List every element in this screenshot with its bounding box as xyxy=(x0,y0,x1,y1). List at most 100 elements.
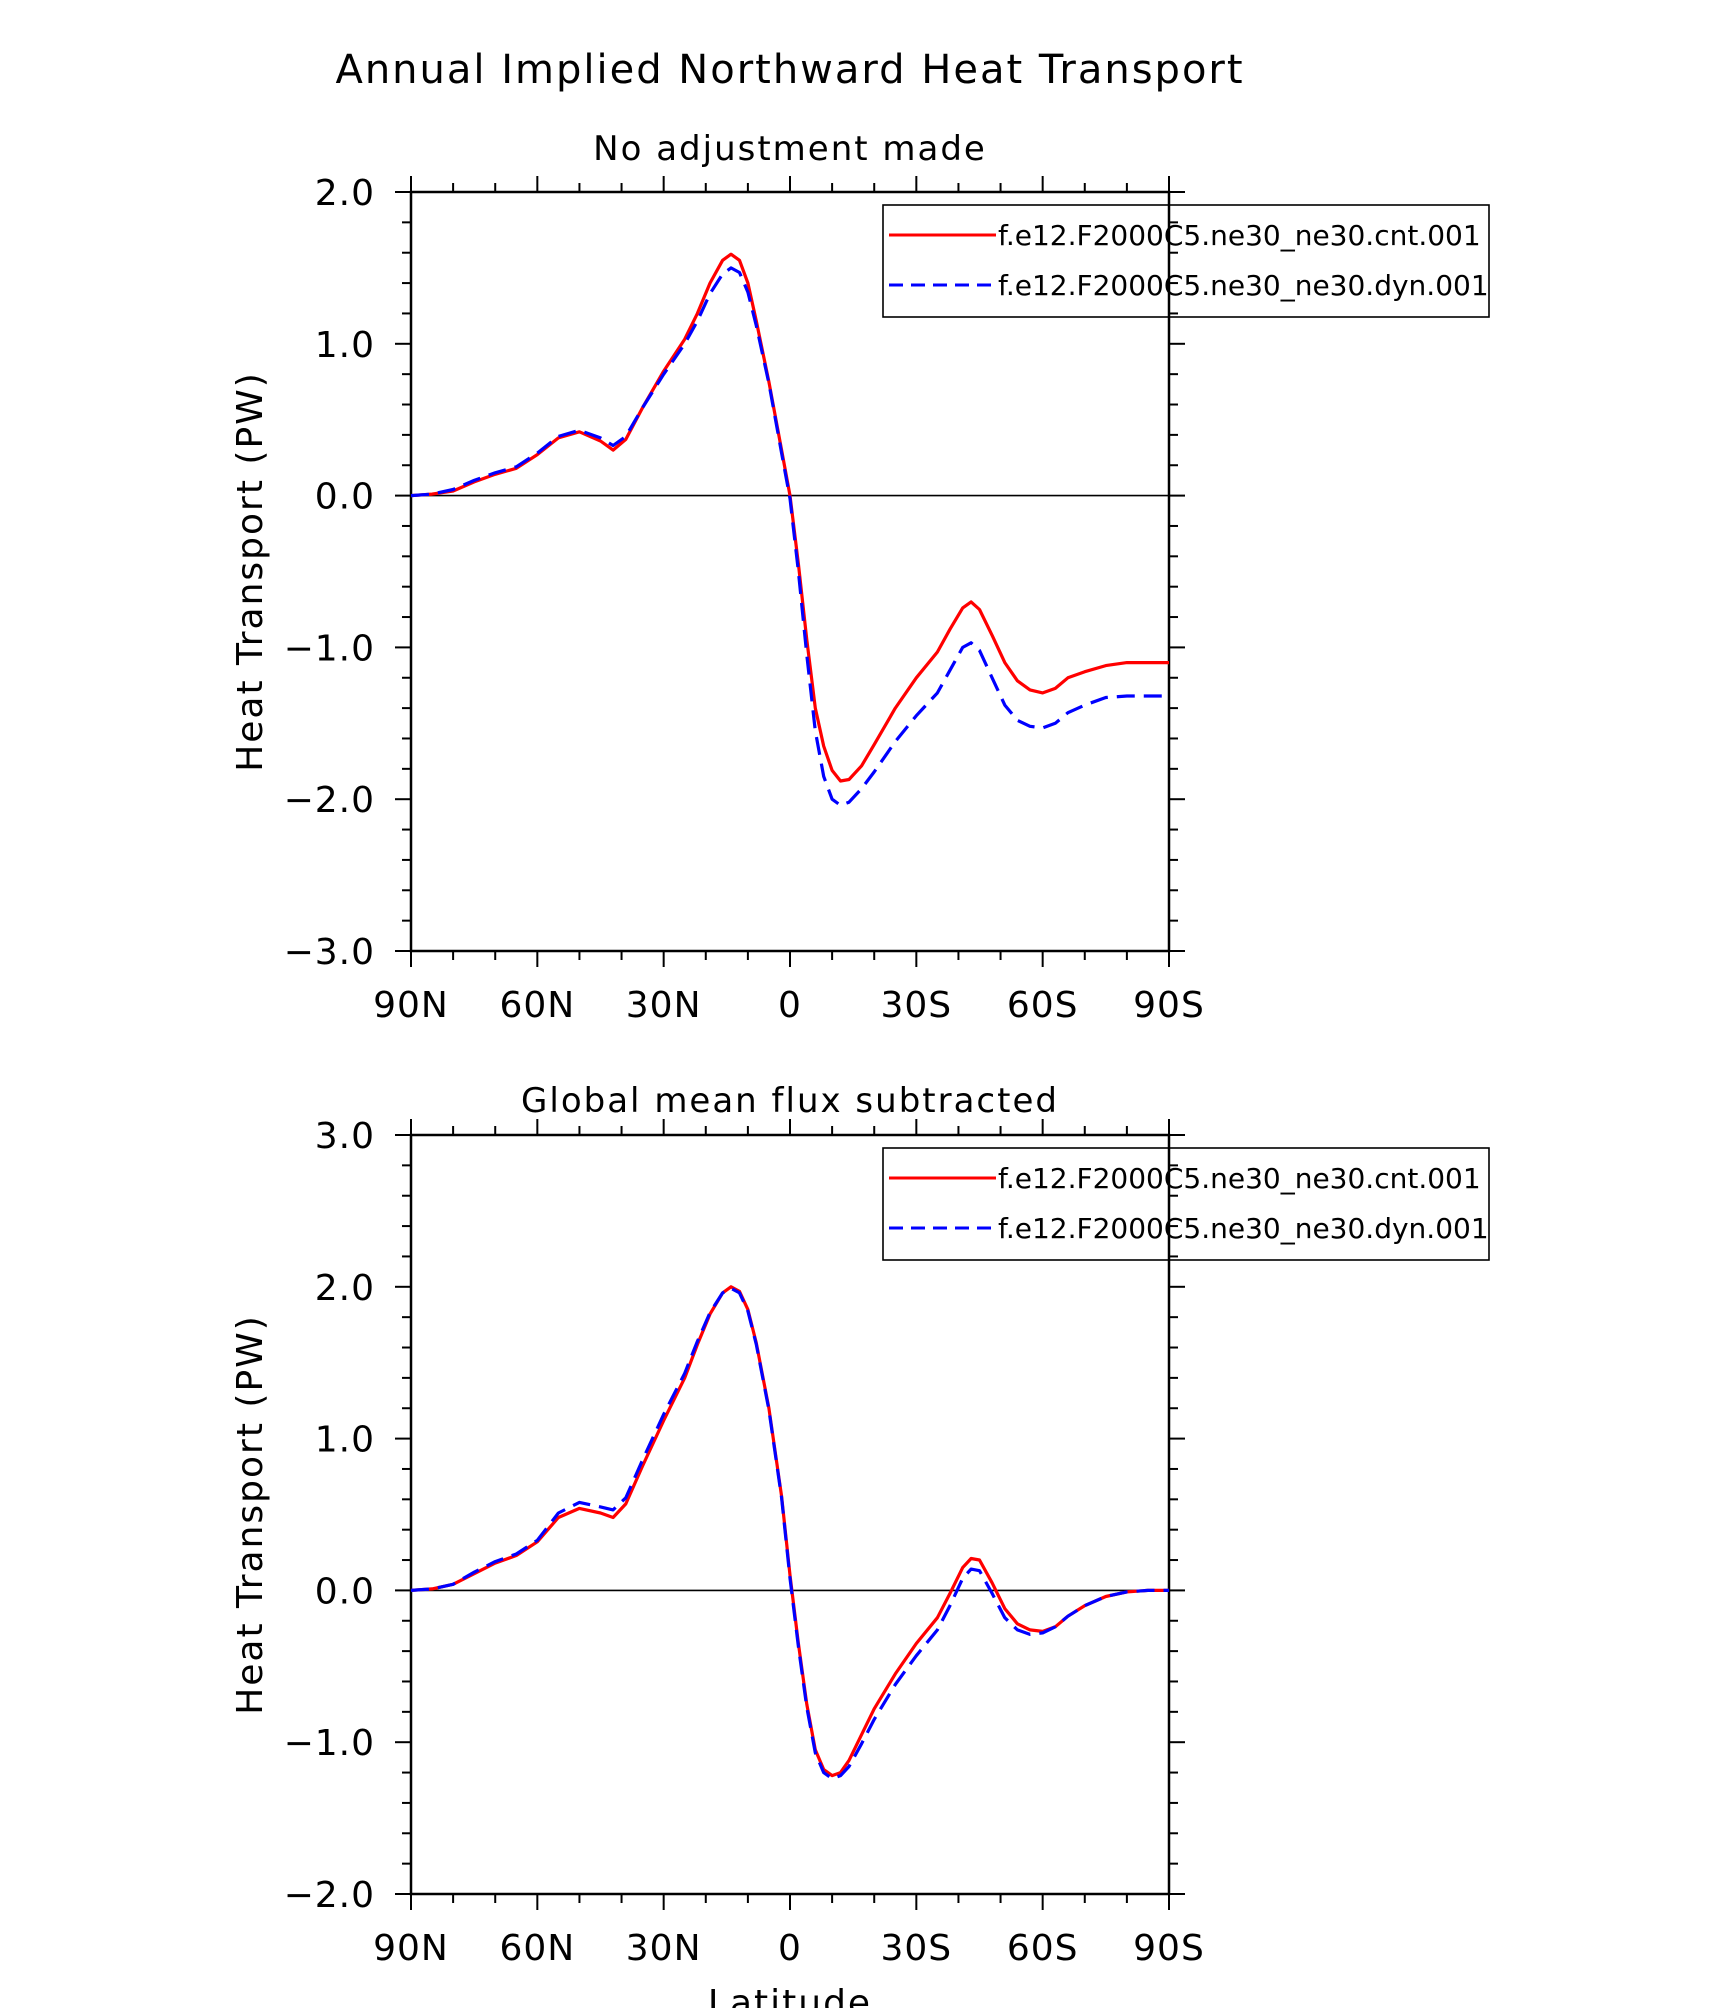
data-point-cnt xyxy=(1168,661,1170,663)
data-point-dyn xyxy=(949,1604,951,1606)
y-tick-label: 1.0 xyxy=(315,1420,375,1461)
data-point-cnt xyxy=(1147,661,1149,663)
data-point-cnt xyxy=(848,778,850,780)
x-tick-label: 30S xyxy=(880,985,952,1026)
data-point-cnt xyxy=(970,601,972,603)
data-point-cnt xyxy=(747,282,749,284)
data-point-cnt xyxy=(1105,664,1107,666)
data-point-dyn xyxy=(848,1765,850,1767)
data-point-cnt xyxy=(915,677,917,679)
data-point-cnt xyxy=(991,634,993,636)
data-point-dyn xyxy=(738,271,740,273)
data-point-dyn xyxy=(768,1409,770,1411)
data-point-dyn xyxy=(684,343,686,345)
data-point-cnt xyxy=(709,282,711,284)
data-point-dyn xyxy=(747,291,749,293)
data-point-dyn xyxy=(1054,722,1056,724)
x-tick-label: 60S xyxy=(1007,985,1079,1026)
data-point-dyn xyxy=(806,1706,808,1708)
data-point-dyn xyxy=(1126,695,1128,697)
data-point-cnt xyxy=(860,765,862,767)
data-point-dyn xyxy=(1067,712,1069,714)
data-point-dyn xyxy=(696,1340,698,1342)
data-point-dyn xyxy=(970,642,972,644)
data-point-dyn xyxy=(663,373,665,375)
data-point-cnt xyxy=(1042,692,1044,694)
data-point-cnt xyxy=(612,449,614,451)
data-point-cnt xyxy=(789,1574,791,1576)
data-point-dyn xyxy=(1016,719,1018,721)
data-point-dyn xyxy=(1168,695,1170,697)
data-point-dyn xyxy=(1004,1617,1006,1619)
data-point-cnt xyxy=(806,1703,808,1705)
data-point-dyn xyxy=(848,801,850,803)
data-point-dyn xyxy=(494,472,496,474)
data-point-dyn xyxy=(452,488,454,490)
data-point-cnt xyxy=(1016,680,1018,682)
data-point-dyn xyxy=(873,1718,875,1720)
data-point-cnt xyxy=(599,1512,601,1514)
data-point-dyn xyxy=(1147,1589,1149,1591)
data-point-dyn xyxy=(599,1506,601,1508)
data-point-dyn xyxy=(806,654,808,656)
data-point-dyn xyxy=(1004,704,1006,706)
data-point-dyn xyxy=(738,1292,740,1294)
data-point-dyn xyxy=(431,1588,433,1590)
data-point-dyn xyxy=(962,1577,964,1579)
legend-label: f.e12.F2000C5.ne30_ne30.cnt.001 xyxy=(998,219,1481,252)
data-point-cnt xyxy=(839,780,841,782)
chart-panel-bottom: Global mean flux subtracted −2.0 −1.0 0.0 1.… xyxy=(230,1081,1490,2008)
data-point-dyn xyxy=(1054,1626,1056,1628)
data-point-dyn xyxy=(768,382,770,384)
data-point-cnt xyxy=(894,1673,896,1675)
data-point-dyn xyxy=(696,320,698,322)
data-point-dyn xyxy=(730,267,732,269)
data-point-dyn xyxy=(1084,704,1086,706)
data-point-cnt xyxy=(936,651,938,653)
legend-box xyxy=(882,1147,1490,1261)
chart-panel-top: No adjustment made −3.0 −2.0 −1.0 0.0 1.0 2.0 9… xyxy=(230,129,1490,1026)
data-point-dyn xyxy=(1042,727,1044,729)
data-point-dyn xyxy=(599,437,601,439)
data-point-dyn xyxy=(949,669,951,671)
data-point-dyn xyxy=(1067,1615,1069,1617)
data-point-cnt xyxy=(873,1708,875,1710)
data-point-cnt xyxy=(991,1582,993,1584)
data-point-cnt xyxy=(823,745,825,747)
data-point-dyn xyxy=(915,1655,917,1657)
data-point-cnt xyxy=(814,707,816,709)
data-point-dyn xyxy=(860,1743,862,1745)
data-point-cnt xyxy=(730,253,732,255)
x-tick-label: 90S xyxy=(1133,1928,1205,1969)
data-point-dyn xyxy=(721,273,723,275)
y-tick-label: −1.0 xyxy=(284,1723,375,1764)
data-point-dyn xyxy=(431,493,433,495)
data-point-dyn xyxy=(991,677,993,679)
series-line-cnt xyxy=(410,1285,1169,1778)
data-point-cnt xyxy=(848,1759,850,1761)
x-tick-label: 60S xyxy=(1007,1928,1079,1969)
data-point-dyn xyxy=(814,730,816,732)
data-point-cnt xyxy=(1029,1629,1031,1631)
data-point-cnt xyxy=(612,1516,614,1518)
data-point-dyn xyxy=(873,771,875,773)
data-point-cnt xyxy=(915,1642,917,1644)
data-point-dyn xyxy=(625,435,627,437)
y-tick-label: −3.0 xyxy=(284,932,375,973)
data-point-cnt xyxy=(860,1733,862,1735)
data-point-cnt xyxy=(625,1503,627,1505)
data-point-dyn xyxy=(1105,1595,1107,1597)
data-point-cnt xyxy=(894,707,896,709)
x-tick-label: 30N xyxy=(626,985,702,1026)
data-point-cnt xyxy=(936,1617,938,1619)
data-point-dyn xyxy=(1029,1633,1031,1635)
y-axis-label: Heat Transport (PW) xyxy=(230,1314,271,1715)
data-point-dyn xyxy=(1042,1632,1044,1634)
data-point-cnt xyxy=(1004,661,1006,663)
data-point-dyn xyxy=(797,1645,799,1647)
data-point-dyn xyxy=(823,1771,825,1773)
data-point-cnt xyxy=(1029,689,1031,691)
x-tick-label: 0 xyxy=(778,985,802,1026)
y-tick-label: 2.0 xyxy=(315,1268,375,1309)
